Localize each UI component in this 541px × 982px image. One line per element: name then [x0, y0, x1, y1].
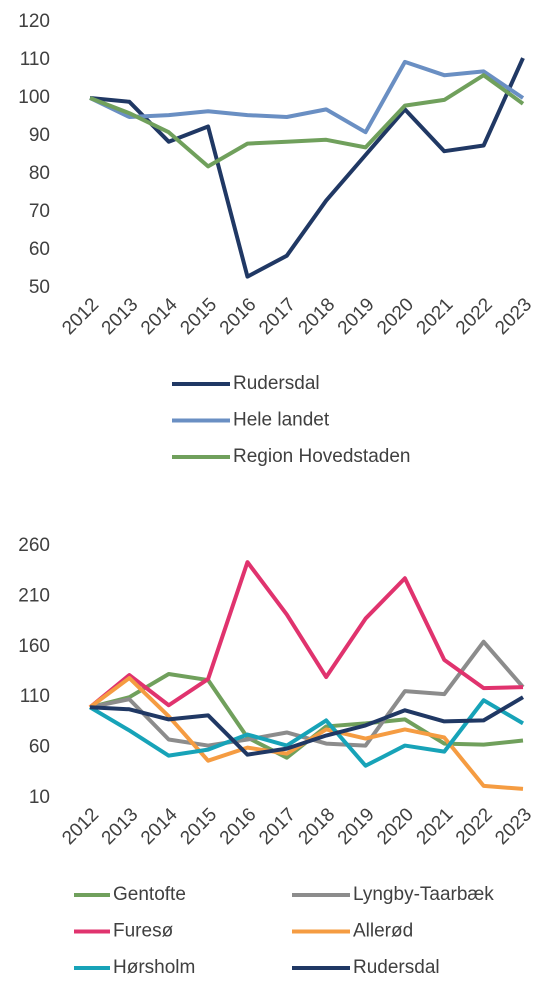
y-tick-label: 70: [29, 201, 50, 222]
x-tick-label: 2016: [216, 804, 261, 849]
legend-label: Hørsholm: [113, 957, 195, 978]
y-tick-label: 10: [29, 787, 50, 808]
y-tick-label: 90: [29, 125, 50, 146]
x-tick-label: 2014: [137, 294, 182, 339]
legend-label: Rudersdal: [233, 373, 320, 394]
series-line: [88, 560, 524, 709]
y-tick-label: 210: [18, 585, 50, 606]
y-tick-label: 110: [20, 49, 50, 70]
x-tick-label: 2015: [176, 294, 221, 339]
x-tick-label: 2013: [98, 804, 143, 849]
x-tick-label: 2019: [334, 804, 379, 849]
series-line: [89, 57, 525, 279]
x-tick-label: 2019: [334, 294, 379, 339]
x-tick-label: 2021: [413, 804, 458, 849]
x-tick-label: 2023: [491, 804, 536, 849]
x-tick-label: 2023: [491, 294, 536, 339]
y-tick-label: 80: [29, 163, 50, 184]
x-tick-label: 2012: [58, 804, 103, 849]
y-tick-label: 50: [29, 277, 50, 298]
legend-label: Lyngby-Taarbæk: [353, 884, 494, 905]
x-tick-label: 2020: [373, 804, 418, 849]
y-tick-label: 60: [29, 239, 50, 260]
x-tick-label: 2013: [98, 294, 143, 339]
series-line: [89, 59, 525, 135]
series-line: [88, 698, 525, 768]
x-tick-label: 2016: [216, 294, 261, 339]
y-tick-label: 100: [18, 87, 50, 108]
x-tick-label: 2015: [176, 804, 221, 849]
y-tick-label: 160: [18, 636, 50, 657]
x-tick-label: 2020: [373, 294, 418, 339]
x-tick-label: 2014: [137, 804, 182, 849]
y-tick-label: 60: [29, 737, 50, 758]
y-tick-label: 260: [18, 535, 50, 556]
x-tick-label: 2022: [452, 294, 497, 339]
legend-label: Hele landet: [233, 410, 330, 431]
x-tick-label: 2012: [58, 294, 103, 339]
legend-label: Rudersdal: [353, 957, 440, 978]
x-tick-label: 2017: [255, 804, 300, 849]
legend-label: Region Hovedstaden: [233, 446, 410, 467]
y-tick-label: 120: [18, 11, 50, 32]
x-tick-label: 2021: [413, 294, 458, 339]
x-tick-label: 2018: [295, 804, 340, 849]
x-tick-label: 2018: [295, 294, 340, 339]
series-line: [89, 639, 525, 748]
x-tick-label: 2022: [452, 804, 497, 849]
x-tick-label: 2017: [255, 294, 300, 339]
series-line: [89, 695, 525, 757]
legend-label: Furesø: [113, 921, 174, 942]
series-line: [89, 73, 525, 169]
legend-label: Gentofte: [113, 884, 186, 905]
y-tick-label: 110: [20, 686, 50, 707]
legend-label: Allerød: [353, 921, 413, 942]
